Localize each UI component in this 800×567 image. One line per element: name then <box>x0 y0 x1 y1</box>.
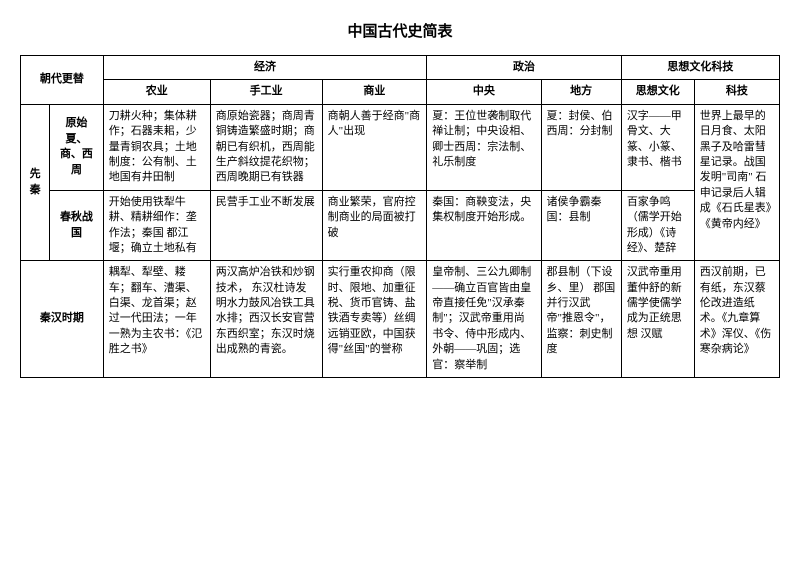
cell-agri-3: 耦犁、犁壁、耧车；翻车、漕渠、白渠、龙首渠；赵过一代田法；一年一熟为主农书：《氾… <box>103 261 210 378</box>
period-yuanshi: 原始夏、商、西周 <box>50 104 104 190</box>
page-title: 中国古代史简表 <box>20 20 780 41</box>
cell-comm-2: 商业繁荣，官府控制商业的局面被打破 <box>322 190 427 261</box>
col-central: 中央 <box>427 80 541 104</box>
cell-comm-3: 实行重农抑商（限时、限地、加重征税、货币官铸、盐铁酒专卖等）丝绸远销亚欧，中国获… <box>322 261 427 378</box>
col-agriculture: 农业 <box>103 80 210 104</box>
col-culture-tech: 思想文化科技 <box>621 56 779 80</box>
era-qinhan: 秦汉时期 <box>21 261 104 378</box>
cell-comm-1: 商朝人善于经商"商人"出现 <box>322 104 427 190</box>
header-row-2: 农业 手工业 商业 中央 地方 思想文化 科技 <box>21 80 780 104</box>
cell-cult-2: 百家争鸣（儒学开始形成）《诗经》、楚辞 <box>621 190 694 261</box>
cell-cent-2: 秦国：商鞅变法，央集权制度开始形成。 <box>427 190 541 261</box>
cell-agri-1: 刀耕火种；集体耕作；石器耒耜，少量青铜农具；土地制度：公有制、土地国有井田制 <box>103 104 210 190</box>
col-handicraft: 手工业 <box>210 80 322 104</box>
cell-loc-2: 诸侯争霸秦国：县制 <box>541 190 621 261</box>
header-row-1: 朝代更替 经济 政治 思想文化科技 <box>21 56 780 80</box>
cell-hand-2: 民营手工业不断发展 <box>210 190 322 261</box>
period-chunqiu: 春秋战国 <box>50 190 104 261</box>
cell-tech-3: 西汉前期，已有纸，东汉蔡伦改进造纸术。《九章算术》浑仪、《伤寒杂病论》 <box>694 261 779 378</box>
history-table: 朝代更替 经济 政治 思想文化科技 农业 手工业 商业 中央 地方 思想文化 科… <box>20 55 780 378</box>
row-qinhan: 秦汉时期 耦犁、犁壁、耧车；翻车、漕渠、白渠、龙首渠；赵过一代田法；一年一熟为主… <box>21 261 780 378</box>
cell-tech-1: 世界上最早的日月食、太阳黑子及哈雷彗星记录。战国发明"司南" 石申记录后人辑成《… <box>694 104 779 261</box>
col-politics: 政治 <box>427 56 622 80</box>
cell-loc-1: 夏：封侯、伯 西周：分封制 <box>541 104 621 190</box>
cell-loc-3: 郡县制（下设乡、里） 郡国并行汉武帝"推恩令"，监察：刺史制度 <box>541 261 621 378</box>
cell-cult-3: 汉武帝重用董仲舒的新儒学使儒学成为正统思想 汉赋 <box>621 261 694 378</box>
cell-cent-3: 皇帝制、三公九卿制——确立百官皆由皇帝直接任免"汉承秦制"；汉武帝重用尚书令、侍… <box>427 261 541 378</box>
row-xianqin-1: 先秦 原始夏、商、西周 刀耕火种；集体耕作；石器耒耜，少量青铜农具；土地制度：公… <box>21 104 780 190</box>
col-culture: 思想文化 <box>621 80 694 104</box>
col-commerce: 商业 <box>322 80 427 104</box>
cell-hand-1: 商原始瓷器；商周青铜铸造繁盛时期；商朝已有织机，西周能生产斜纹提花织物；西周晚期… <box>210 104 322 190</box>
era-xianqin: 先秦 <box>21 104 50 261</box>
col-local: 地方 <box>541 80 621 104</box>
cell-cult-1: 汉字——甲骨文、大篆、小篆、隶书、楷书 <box>621 104 694 190</box>
col-economy: 经济 <box>103 56 427 80</box>
row-xianqin-2: 春秋战国 开始使用铁犁牛耕、精耕细作：垄作法；秦国 都江堰；确立土地私有 民营手… <box>21 190 780 261</box>
cell-agri-2: 开始使用铁犁牛耕、精耕细作：垄作法；秦国 都江堰；确立土地私有 <box>103 190 210 261</box>
col-technology: 科技 <box>694 80 779 104</box>
cell-hand-3: 两汉高炉冶铁和炒钢技术， 东汉杜诗发明水力鼓风冶铁工具水排；西汉长安官营东西织室… <box>210 261 322 378</box>
cell-cent-1: 夏：王位世袭制取代禅让制；中央设相、卿士西周：宗法制、礼乐制度 <box>427 104 541 190</box>
col-dynasty: 朝代更替 <box>21 56 104 105</box>
